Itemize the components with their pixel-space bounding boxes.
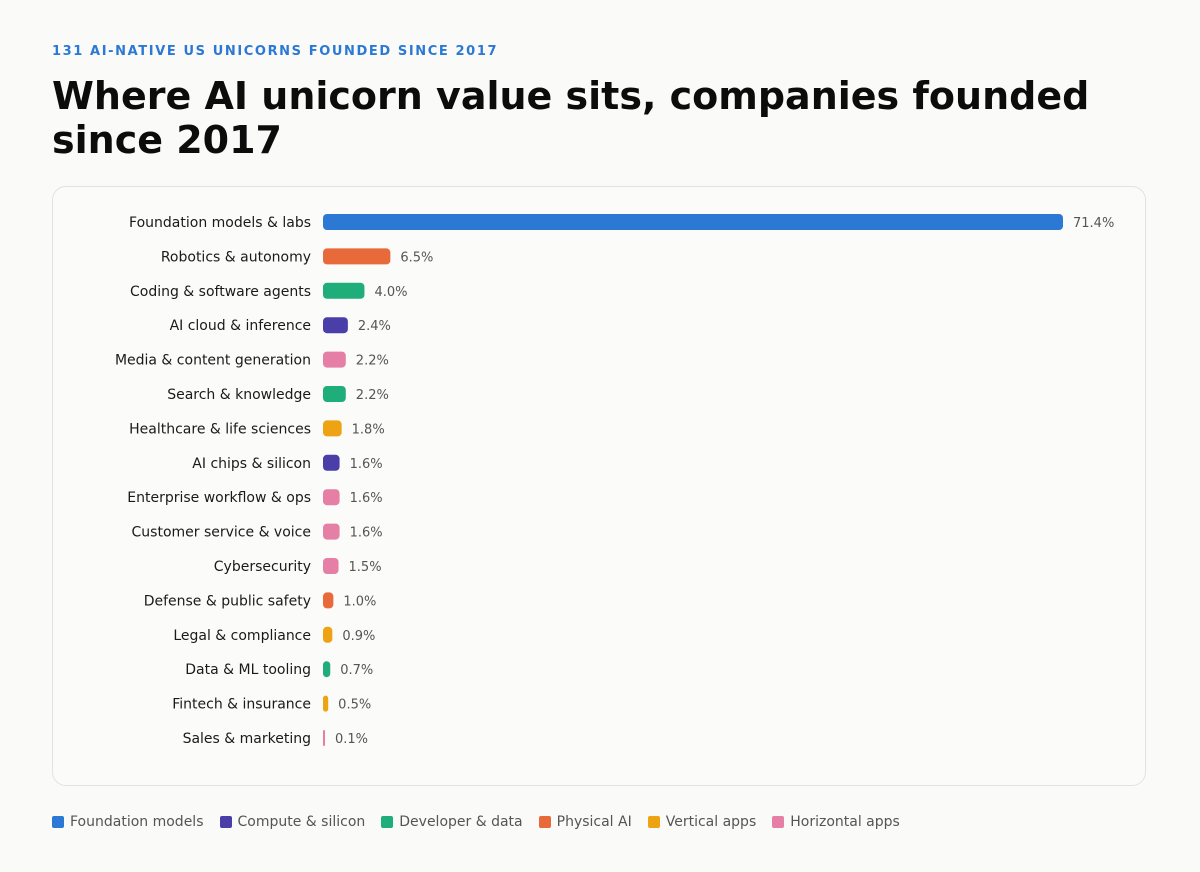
- bar: [323, 454, 340, 471]
- value-label: 0.7%: [340, 663, 373, 678]
- bar: [323, 351, 346, 368]
- bar: [323, 626, 333, 643]
- category-label: Robotics & autonomy: [161, 249, 311, 265]
- legend-swatch: [52, 816, 64, 828]
- category-label: Defense & public safety: [144, 593, 311, 609]
- value-label: 2.4%: [358, 319, 391, 334]
- legend-item-horizontal: Horizontal apps: [772, 814, 900, 830]
- value-label: 4.0%: [374, 285, 407, 300]
- legend-item-physical: Physical AI: [538, 814, 632, 830]
- category-label: Legal & compliance: [173, 628, 311, 644]
- bar: [323, 420, 342, 437]
- value-label: 1.8%: [352, 422, 385, 437]
- category-label: Fintech & insurance: [172, 697, 311, 713]
- bar: [323, 695, 329, 712]
- legend-item-developer: Developer & data: [381, 814, 523, 830]
- category-label: Coding & software agents: [130, 284, 311, 300]
- bar-chart: Foundation models & labs 71.4% Robotics & …: [115, 214, 1114, 747]
- legend-label: Compute & silicon: [237, 814, 366, 830]
- value-label: 1.6%: [350, 491, 383, 506]
- chart-card: Foundation models & labs 71.4% Robotics & …: [52, 186, 1146, 786]
- legend-item-foundation: Foundation models: [52, 814, 204, 830]
- bar: [323, 558, 339, 574]
- legend-swatch: [219, 816, 232, 828]
- value-label: 1.0%: [343, 594, 376, 609]
- category-label: Enterprise workflow & ops: [127, 490, 311, 506]
- legend-swatch: [538, 816, 551, 828]
- bar: [323, 282, 365, 299]
- chart-legend: Foundation models Compute & silicon Develo…: [52, 814, 916, 830]
- legend-swatch: [772, 816, 785, 828]
- bar: [323, 214, 1063, 230]
- category-label: Cybersecurity: [214, 559, 311, 575]
- value-label: 1.5%: [349, 560, 382, 575]
- category-label: Customer service & voice: [132, 525, 311, 541]
- bar: [323, 386, 346, 402]
- bar: [323, 317, 348, 334]
- category-label: Foundation models & labs: [129, 215, 311, 231]
- value-label: 0.5%: [338, 698, 371, 713]
- value-label: 1.6%: [350, 526, 383, 541]
- value-label: 0.9%: [342, 629, 375, 644]
- category-label: AI chips & silicon: [192, 456, 311, 472]
- bar: [323, 523, 340, 540]
- category-label: AI cloud & inference: [170, 318, 311, 334]
- legend-label: Physical AI: [556, 814, 632, 830]
- legend-swatch: [381, 816, 394, 828]
- value-label: 1.6%: [350, 457, 383, 472]
- legend-item-compute: Compute & silicon: [219, 814, 366, 830]
- legend-label: Horizontal apps: [790, 814, 900, 830]
- category-label: Sales & marketing: [183, 731, 311, 747]
- category-label: Data & ML tooling: [185, 662, 311, 678]
- legend-label: Foundation models: [70, 814, 204, 830]
- category-label: Healthcare & life sciences: [129, 421, 311, 437]
- chart-title: Where AI unicorn value sits, companies f…: [52, 74, 1090, 162]
- value-label: 2.2%: [356, 354, 389, 369]
- value-label: 2.2%: [356, 388, 389, 403]
- bar: [323, 730, 325, 746]
- bar: [323, 489, 340, 506]
- legend-label: Vertical apps: [665, 814, 757, 830]
- bar: [323, 248, 391, 265]
- bar: [323, 592, 334, 609]
- category-label: Search & knowledge: [167, 387, 311, 403]
- value-label: 6.5%: [400, 250, 433, 265]
- legend-swatch: [647, 816, 660, 828]
- legend-label: Developer & data: [399, 814, 523, 830]
- value-label: 71.4%: [1073, 216, 1114, 231]
- chart-eyebrow: 131 AI-NATIVE US UNICORNS FOUNDED SINCE …: [52, 44, 499, 59]
- legend-item-vertical: Vertical apps: [647, 814, 757, 830]
- category-label: Media & content generation: [115, 353, 311, 369]
- value-label: 0.1%: [335, 732, 368, 747]
- bar: [323, 661, 331, 678]
